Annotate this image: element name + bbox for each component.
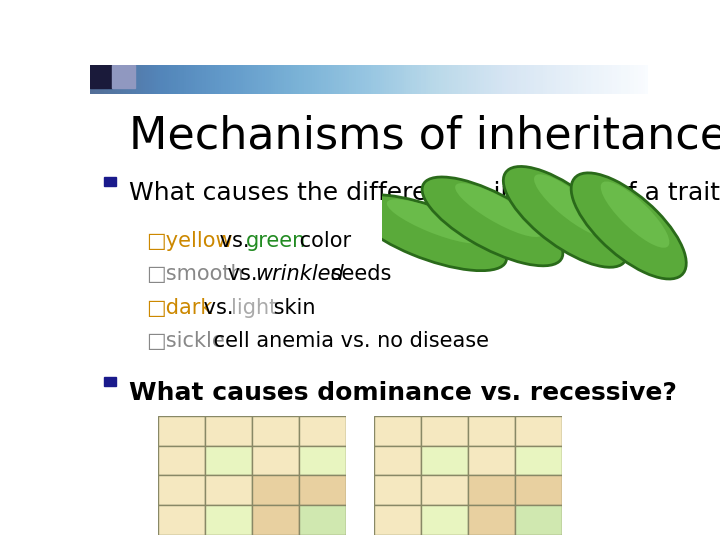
Bar xyxy=(421,446,468,475)
Bar xyxy=(421,416,468,446)
Bar xyxy=(299,475,346,505)
Ellipse shape xyxy=(422,177,563,266)
Text: green: green xyxy=(246,231,307,251)
Bar xyxy=(515,475,562,505)
Bar xyxy=(515,416,562,446)
Ellipse shape xyxy=(503,166,627,267)
Bar xyxy=(421,505,468,535)
Text: What causes dominance vs. recessive?: What causes dominance vs. recessive? xyxy=(129,381,677,405)
Text: Mechanisms of inheritance: Mechanisms of inheritance xyxy=(129,114,720,158)
Bar xyxy=(468,505,515,535)
Bar xyxy=(205,416,252,446)
Bar xyxy=(299,446,346,475)
Text: vs.: vs. xyxy=(197,298,240,318)
Bar xyxy=(515,505,562,535)
Bar xyxy=(252,416,299,446)
Text: □sickle: □sickle xyxy=(145,331,225,351)
Text: What causes the differences in alleles of a trait?: What causes the differences in alleles o… xyxy=(129,181,720,205)
Bar xyxy=(374,446,421,475)
Bar xyxy=(158,416,205,446)
Bar xyxy=(374,475,421,505)
Text: □smooth: □smooth xyxy=(145,265,243,285)
Ellipse shape xyxy=(455,183,542,237)
Text: skin: skin xyxy=(266,298,315,318)
Bar xyxy=(158,446,205,475)
Bar xyxy=(112,65,135,87)
Text: color: color xyxy=(293,231,351,251)
Bar xyxy=(515,446,562,475)
Text: cell anemia vs. no disease: cell anemia vs. no disease xyxy=(207,331,489,351)
Text: □yellow: □yellow xyxy=(145,231,233,251)
Ellipse shape xyxy=(600,181,670,248)
Bar xyxy=(158,475,205,505)
Bar xyxy=(421,475,468,505)
Bar xyxy=(252,446,299,475)
Bar xyxy=(104,377,116,386)
Bar xyxy=(252,505,299,535)
Text: vs.: vs. xyxy=(213,231,256,251)
Text: □dark: □dark xyxy=(145,298,212,318)
Ellipse shape xyxy=(387,199,484,244)
Text: seeds: seeds xyxy=(324,265,391,285)
Bar xyxy=(374,416,421,446)
Bar xyxy=(374,505,421,535)
Bar xyxy=(205,446,252,475)
Ellipse shape xyxy=(534,174,609,237)
Bar xyxy=(205,475,252,505)
Bar xyxy=(158,505,205,535)
Ellipse shape xyxy=(571,173,686,279)
Text: wrinkled: wrinkled xyxy=(255,265,343,285)
Bar xyxy=(205,505,252,535)
Ellipse shape xyxy=(351,195,507,271)
Bar xyxy=(299,505,346,535)
Text: vs.: vs. xyxy=(222,265,264,285)
Bar xyxy=(468,475,515,505)
Bar xyxy=(468,416,515,446)
Bar xyxy=(104,177,116,186)
Text: light: light xyxy=(230,298,277,318)
Bar xyxy=(468,446,515,475)
Bar xyxy=(252,475,299,505)
Bar xyxy=(90,65,112,87)
Bar xyxy=(299,416,346,446)
